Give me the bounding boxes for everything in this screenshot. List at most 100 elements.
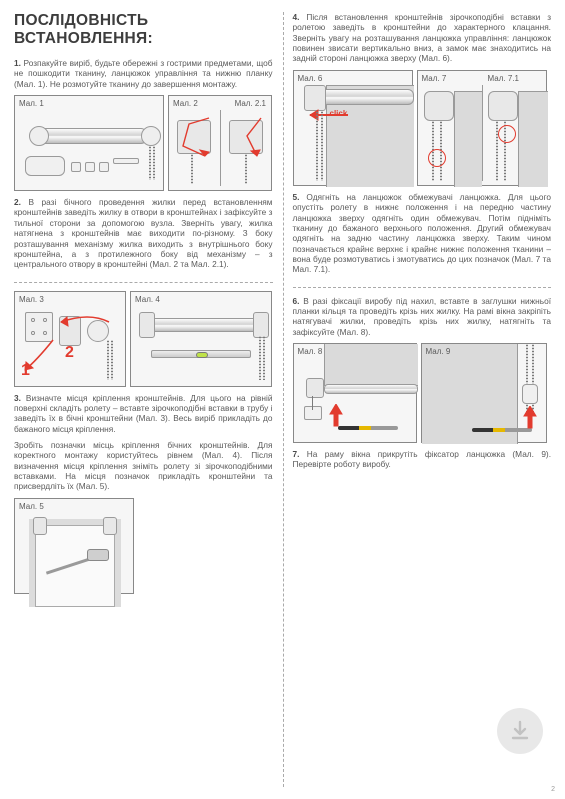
instruction-page: ПОСЛІДОВНІСТЬ ВСТАНОВЛЕННЯ: 1. Розпакуйт… [0, 0, 565, 799]
figure-71-label: Мал. 7.1 [488, 74, 519, 83]
figure-1: Мал. 1 [14, 95, 164, 191]
limiter-highlight-icon [428, 149, 446, 167]
step-7-text: 7. На раму вікна прикрутіть фіксатор лан… [293, 449, 552, 470]
screwdriver-icon [338, 426, 398, 430]
bracket-icon [103, 517, 117, 535]
figure-row-1-2: Мал. 1 Мал. 2 Мал. 2.1 [14, 95, 273, 191]
bottom-bar-icon [324, 384, 418, 394]
step-2-num: 2. [14, 197, 21, 207]
click-label: click [330, 109, 348, 118]
bottom-bar-icon [113, 158, 139, 164]
figure-21-label: Мал. 2.1 [235, 99, 266, 108]
chain-icon [263, 336, 265, 380]
mechanism-icon [424, 91, 454, 121]
drill-body-icon [87, 549, 109, 561]
figure-3-label: Мал. 3 [19, 295, 44, 304]
figure-3: Мал. 3 1 2 [14, 291, 126, 387]
chain-icon [321, 111, 323, 181]
limiter-highlight-icon [498, 125, 516, 143]
step-3-num: 3. [14, 393, 21, 403]
mechanism-icon [488, 91, 518, 121]
left-column: ПОСЛІДОВНІСТЬ ВСТАНОВЛЕННЯ: 1. Розпакуйт… [14, 12, 283, 787]
step-7-body: На раму вікна прикрутіть фіксатор ланцюж… [293, 449, 552, 469]
callout-number-1: 1 [21, 362, 30, 380]
assembly-arrow-icon [53, 310, 113, 340]
end-plug-icon [306, 378, 324, 398]
cord-icon [312, 396, 313, 410]
part-icon [99, 162, 109, 172]
end-cap-icon [141, 126, 161, 146]
figure-row-6-7: Мал. 6 click Мал. 7 Мал. 7.1 [293, 70, 552, 186]
fabric-icon [324, 344, 418, 386]
horizontal-divider [14, 282, 273, 283]
step-1-body: Розпакуйте виріб, будьте обережні з гост… [14, 58, 273, 89]
roller-tube-icon [318, 89, 414, 105]
part-icon [85, 162, 95, 172]
part-icon [25, 156, 65, 176]
page-title: ПОСЛІДОВНІСТЬ ВСТАНОВЛЕННЯ: [14, 12, 273, 48]
figure-4: Мал. 4 [130, 291, 272, 387]
chain-icon [191, 154, 193, 184]
step-1-num: 1. [14, 58, 21, 68]
chain-icon [316, 111, 318, 181]
figure-6: Мал. 6 click [293, 70, 413, 186]
figure-split [220, 110, 221, 186]
step-2-text: 2. В разі бічного проведення жилки перед… [14, 197, 273, 270]
roller-tube-icon [37, 128, 147, 144]
step-1-text: 1. Розпакуйте виріб, будьте обережні з г… [14, 58, 273, 89]
figure-7-label: Мал. 7 [422, 74, 447, 83]
step-3b-text: Зробіть позначки місць кріплення бічних … [14, 440, 273, 492]
chain-icon [153, 146, 155, 180]
figure-split [482, 85, 483, 181]
figure-row-3-4: Мал. 3 1 2 Мал. 4 [14, 291, 273, 387]
fabric-icon [518, 91, 548, 187]
step-3a-body: Визначте місця кріплення кронштейнів. Дл… [14, 393, 273, 434]
roller-tube-icon [147, 318, 261, 332]
figure-9-label: Мал. 9 [426, 347, 451, 356]
figure-8-label: Мал. 8 [298, 347, 323, 356]
callout-number-2: 2 [65, 344, 74, 362]
figure-8: Мал. 8 [293, 343, 417, 443]
horizontal-divider [293, 287, 552, 288]
right-column: 4. Після встановлення кронштейнів зірочк… [283, 12, 552, 787]
arrow-icon [520, 406, 540, 430]
step-3-text: 3. Визначте місця кріплення кронштейнів.… [14, 393, 273, 434]
figure-1-label: Мал. 1 [19, 99, 44, 108]
part-icon [71, 162, 81, 172]
chain-icon [245, 154, 247, 184]
step-5-body: Одягніть на ланцюжок обмежувачі ланцюжка… [293, 192, 552, 275]
figure-row-5: Мал. 5 [14, 498, 273, 594]
step-4-body: Після встановлення кронштейнів зірочкопо… [293, 12, 552, 63]
step-6-text: 6. В разі фіксації виробу під нахил, вст… [293, 296, 552, 337]
fabric-icon [454, 91, 482, 187]
step-2-body: В разі бічного проведення жилки перед вс… [14, 197, 273, 269]
watermark-download-icon [497, 708, 543, 754]
chain-icon [107, 340, 109, 380]
chain-icon [149, 146, 151, 180]
figure-2: Мал. 2 Мал. 2.1 [168, 95, 272, 191]
step-6-body: В разі фіксації виробу під нахил, вставт… [293, 296, 552, 337]
chain-icon [259, 336, 261, 380]
thread-path-icon [227, 116, 267, 160]
chain-icon [111, 340, 113, 380]
bracket-icon [139, 312, 155, 338]
vertical-divider [283, 12, 284, 787]
arrow-icon [326, 404, 346, 428]
chain-icon [496, 121, 498, 181]
figure-7: Мал. 7 Мал. 7.1 [417, 70, 547, 186]
level-tool-icon [151, 350, 251, 358]
page-number: 2 [551, 786, 555, 793]
figure-2-label: Мал. 2 [173, 99, 198, 108]
bracket-icon [253, 312, 269, 338]
step-5-text: 5. Одягніть на ланцюжок обмежувачі ланцю… [293, 192, 552, 275]
figure-4-label: Мал. 4 [135, 295, 160, 304]
figure-row-8-9: Мал. 8 Мал. 9 [293, 343, 552, 443]
chain-holder-icon [522, 384, 538, 404]
figure-5-label: Мал. 5 [19, 502, 44, 511]
end-cap-icon [29, 126, 49, 146]
tensioner-icon [304, 406, 322, 420]
figure-5: Мал. 5 [14, 498, 134, 594]
step-4-text: 4. Після встановлення кронштейнів зірочк… [293, 12, 552, 64]
figure-6-label: Мал. 6 [298, 74, 323, 83]
bracket-icon [33, 517, 47, 535]
